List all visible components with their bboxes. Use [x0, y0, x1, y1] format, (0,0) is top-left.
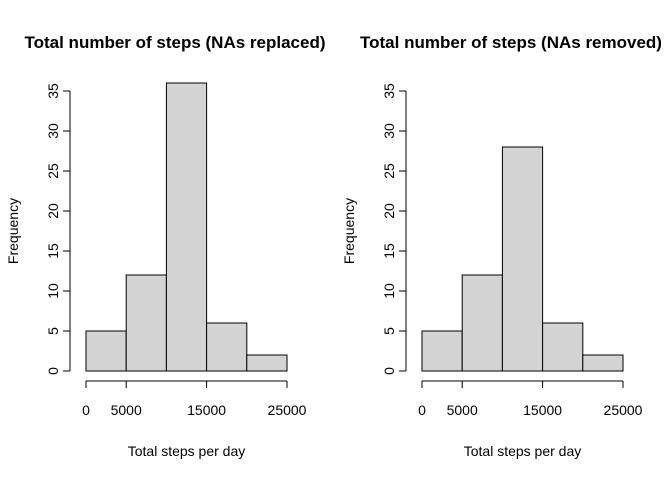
y-tick-label: 35 [45, 83, 61, 99]
y-tick-label: 15 [381, 243, 397, 259]
y-tick-label: 0 [45, 367, 61, 375]
y-tick-label: 5 [45, 327, 61, 335]
x-tick-label: 15000 [523, 402, 562, 418]
y-tick-label: 30 [45, 123, 61, 139]
chart-title: Total number of steps (NAs removed) [360, 33, 662, 52]
x-tick-label: 5000 [111, 402, 142, 418]
histogram-bar [246, 354, 288, 372]
y-tick-label: 5 [381, 327, 397, 335]
x-tick-label: 0 [418, 402, 426, 418]
chart-title: Total number of steps (NAs replaced) [24, 33, 325, 52]
x-tick-label: 25000 [604, 402, 643, 418]
x-tick-label: 25000 [268, 402, 307, 418]
y-tick-label: 20 [381, 203, 397, 219]
histogram-bar [461, 274, 503, 372]
y-tick-label: 25 [381, 163, 397, 179]
histogram-bar [542, 322, 584, 372]
y-tick-label: 10 [45, 283, 61, 299]
y-axis-label: Frequency [341, 198, 357, 264]
y-axis-label: Frequency [5, 198, 21, 264]
x-axis-label: Total steps per day [128, 443, 246, 459]
histogram-bar [421, 330, 463, 372]
histogram-panel-1: Total number of steps (NAs replaced) 0 5 10… [5, 33, 326, 459]
x-tick-label: 15000 [187, 402, 226, 418]
histogram-bar [165, 82, 208, 372]
y-tick-label: 0 [381, 367, 397, 375]
y-tick-label: 30 [381, 123, 397, 139]
histogram-bar [582, 354, 624, 372]
y-tick-label: 10 [381, 283, 397, 299]
histogram-bar [501, 146, 544, 372]
histogram-panel-2: Total number of steps (NAs removed) 0 5 10 1… [341, 33, 662, 459]
x-tick-label: 5000 [447, 402, 478, 418]
y-tick-label: 15 [45, 243, 61, 259]
x-tick-label: 0 [82, 402, 90, 418]
y-tick-label: 35 [381, 83, 397, 99]
histogram-bar [206, 322, 248, 372]
y-tick-label: 25 [45, 163, 61, 179]
x-axis-label: Total steps per day [464, 443, 582, 459]
histogram-bar [125, 274, 167, 372]
histogram-bar [85, 330, 127, 372]
y-tick-label: 20 [45, 203, 61, 219]
